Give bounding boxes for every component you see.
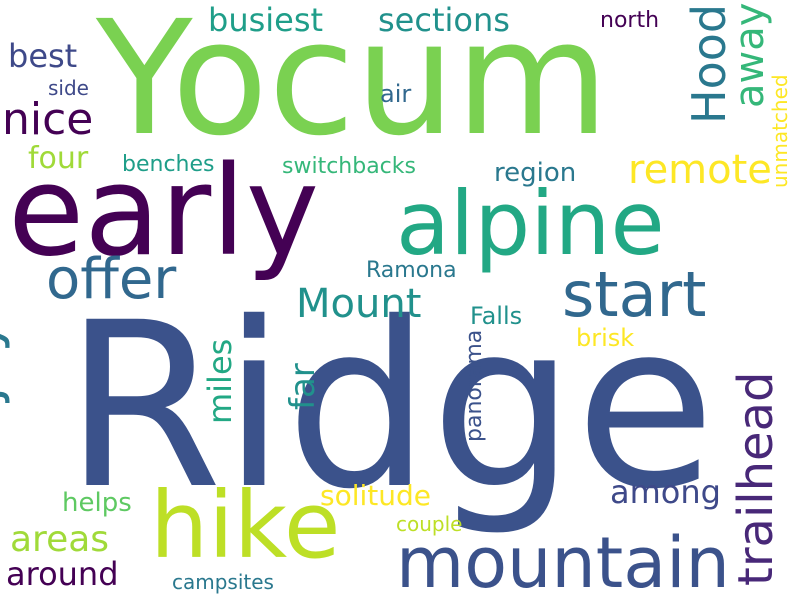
word-hood: Hood: [682, 3, 736, 124]
word-alpine: alpine: [396, 172, 665, 275]
word-nice: nice: [2, 94, 94, 145]
word-unmatched: unmatched: [768, 74, 792, 188]
word-north: north: [600, 8, 660, 33]
word-far: far: [283, 363, 323, 410]
word-among: among: [610, 473, 721, 511]
word-trailhead: trailhead: [728, 371, 784, 586]
word-best: best: [8, 37, 78, 75]
word-offer: offer: [46, 247, 177, 312]
word-around: around: [6, 555, 119, 593]
word-remote: remote: [628, 147, 772, 193]
word-hike: hike: [150, 472, 341, 579]
word-miles: miles: [201, 338, 239, 424]
word-side: side: [48, 76, 89, 100]
word-couple: couple: [396, 512, 463, 536]
word-ramona: Ramona: [366, 258, 457, 283]
word-switchbacks: switchbacks: [282, 154, 416, 179]
word-sections: sections: [378, 1, 510, 39]
word-four: four: [28, 141, 89, 176]
word-enjoy: enjoy: [0, 319, 12, 472]
word-panorama: panorama: [462, 329, 487, 442]
word-start: start: [562, 258, 707, 331]
word-away: away: [727, 2, 773, 108]
word-benches: benches: [122, 152, 215, 177]
word-solitude: solitude: [320, 479, 432, 512]
word-helps: helps: [62, 488, 132, 518]
word-areas: areas: [10, 519, 110, 560]
word-campsites: campsites: [172, 570, 274, 594]
word-air: air: [380, 80, 412, 108]
word-falls: Falls: [470, 302, 523, 330]
word-yocum: Yocum: [96, 0, 610, 171]
word-mountain: mountain: [396, 522, 730, 600]
word-busiest: busiest: [208, 1, 324, 39]
word-ridge: Ridge: [64, 273, 716, 539]
word-mount: Mount: [296, 281, 422, 327]
word-early: early: [8, 140, 320, 284]
word-region: region: [494, 158, 577, 188]
word-brisk: brisk: [576, 324, 635, 352]
